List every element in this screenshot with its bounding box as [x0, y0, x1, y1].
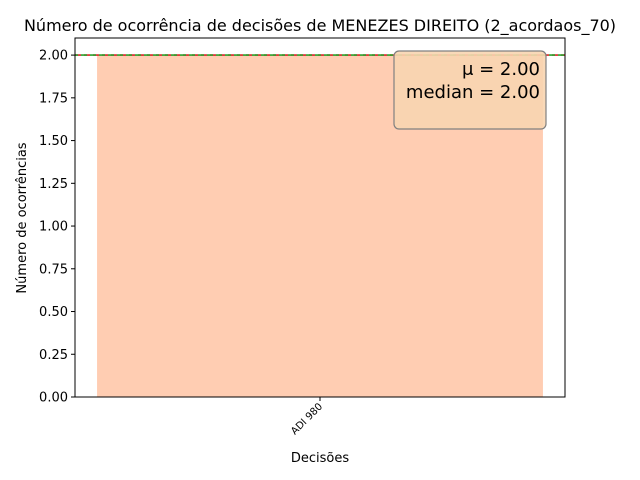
- y-tick-label: 0.00: [39, 391, 68, 406]
- y-tick-label: 1.75: [39, 91, 68, 106]
- stats-box-background: [393, 50, 547, 130]
- y-tick-label: 0.75: [39, 262, 68, 277]
- y-tick-label: 1.50: [39, 134, 68, 149]
- stats-box: μ = 2.00 median = 2.00: [393, 50, 547, 130]
- y-tick-label: 2.00: [39, 49, 68, 64]
- x-axis: ADI 980: [289, 397, 325, 437]
- chart-title: Número de ocorrência de decisões de MENE…: [24, 16, 616, 36]
- stats-median-label: median = 2.00: [406, 82, 540, 103]
- y-tick-label: 0.50: [39, 305, 68, 320]
- x-axis-label: Decisões: [291, 451, 349, 466]
- y-tick-label: 0.25: [39, 348, 68, 363]
- y-tick-label: 1.25: [39, 177, 68, 192]
- x-tick-label: ADI 980: [289, 401, 325, 437]
- y-tick-label: 1.00: [39, 220, 68, 235]
- y-axis-label: Número de ocorrências: [15, 142, 30, 293]
- stats-mean-label: μ = 2.00: [462, 59, 540, 80]
- y-axis: 0.00 0.25 0.50 0.75 1.00 1.25 1.50 1.75 2.00: [39, 49, 75, 406]
